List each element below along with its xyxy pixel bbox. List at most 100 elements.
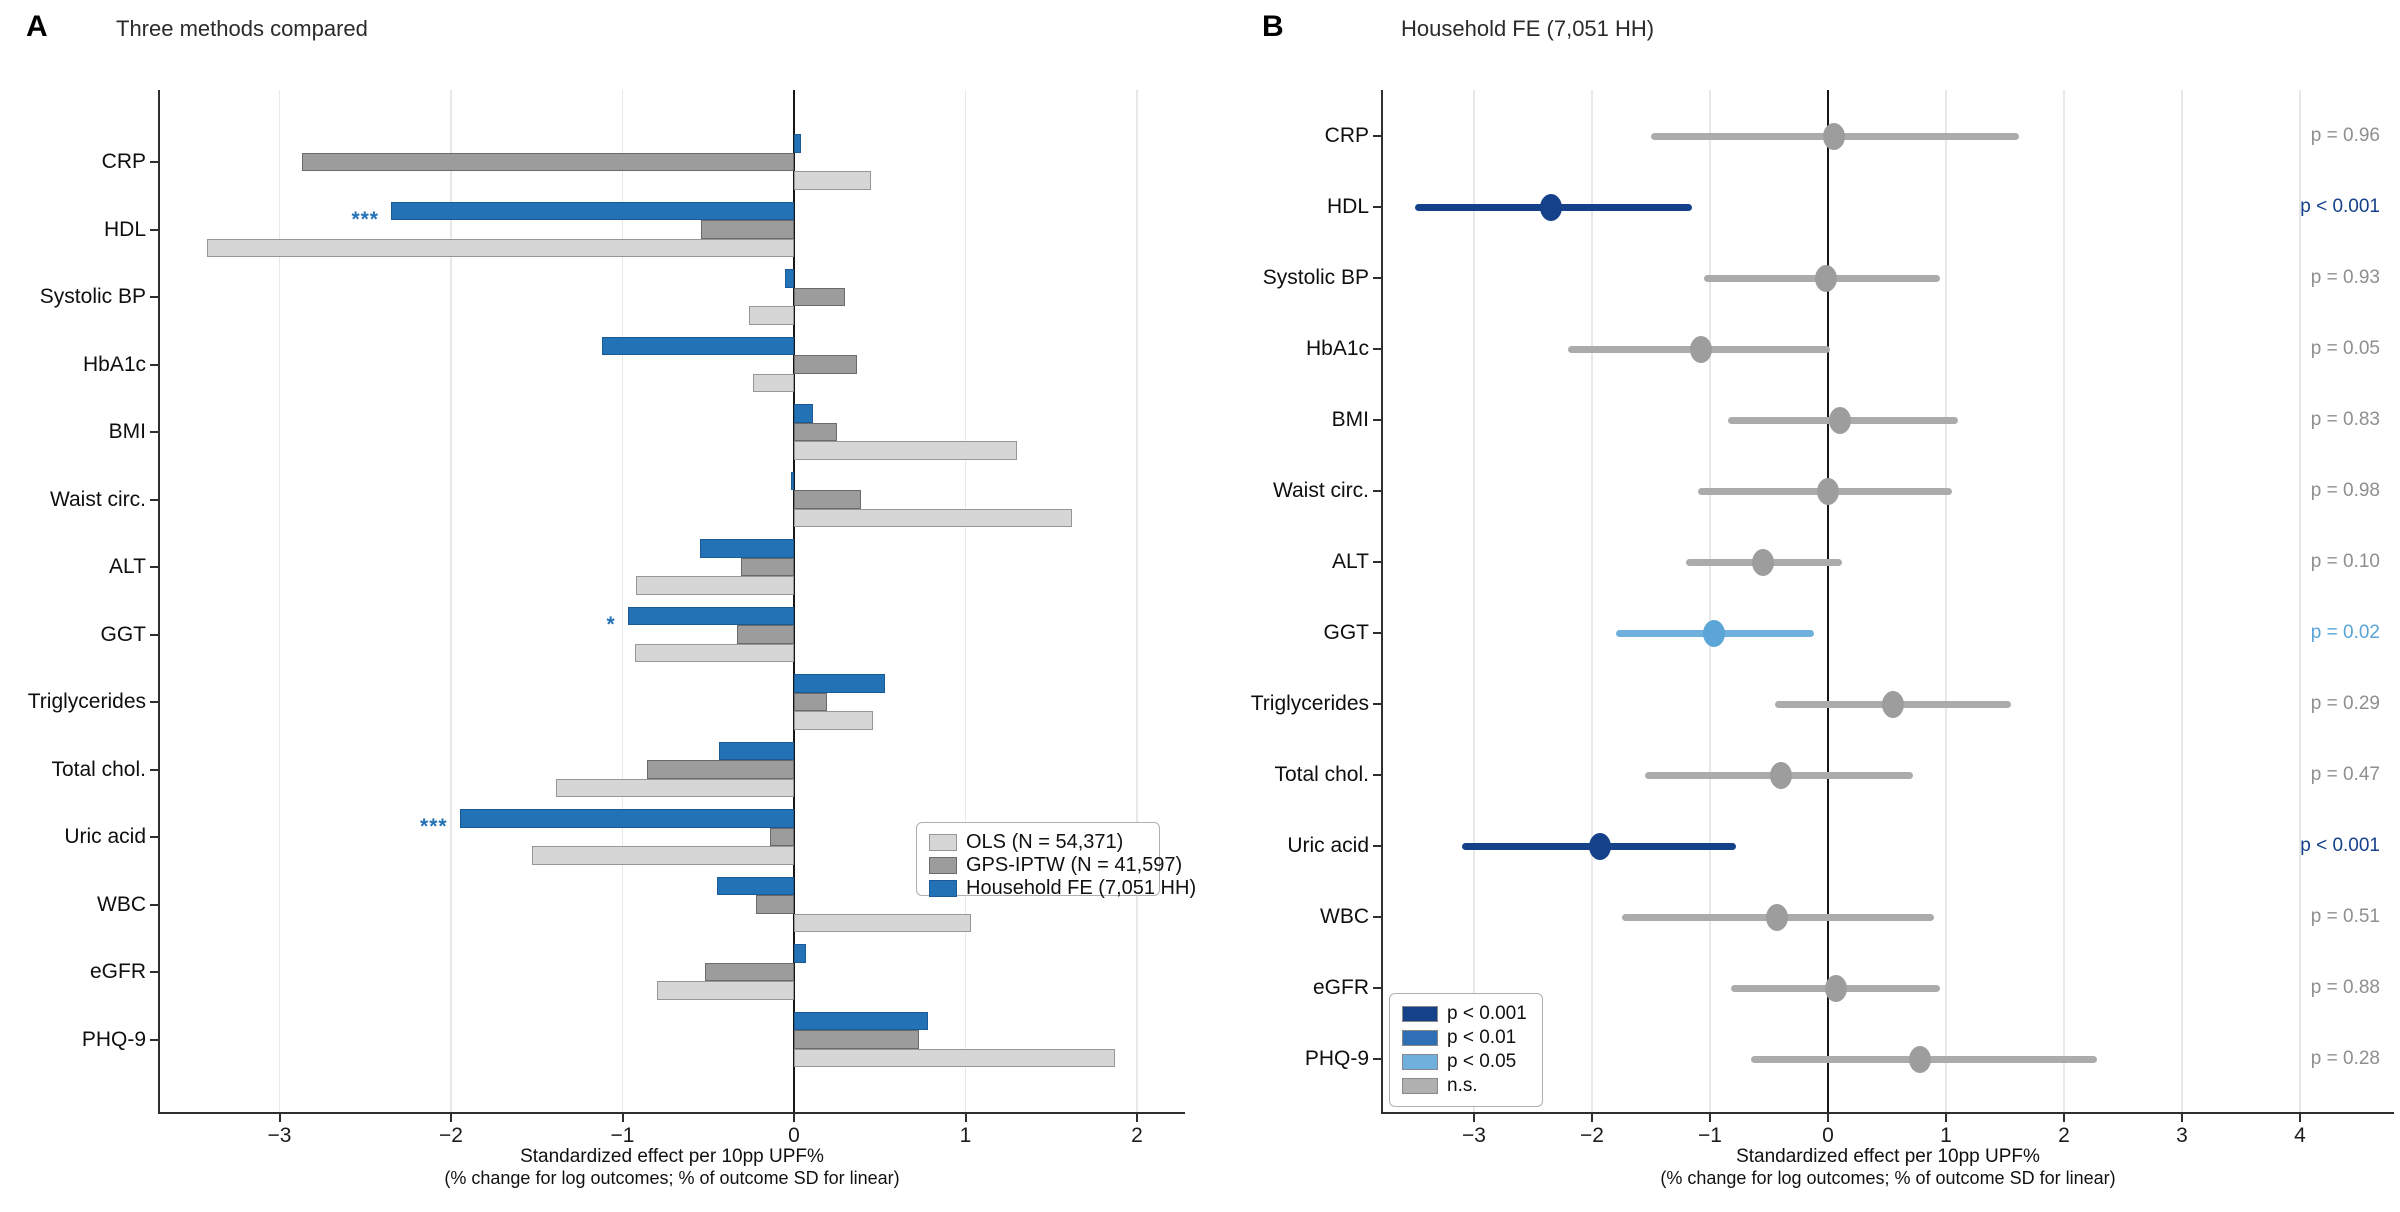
category-label: CRP	[1324, 124, 1369, 147]
x-axis-tick-label: −3	[267, 1124, 292, 1147]
bar-ols-wbc	[794, 913, 971, 933]
bar-household-total-chol-	[718, 741, 794, 761]
p-value-label: p = 0.96	[2310, 125, 2380, 146]
point-marker-hdl	[1539, 193, 1562, 221]
x-axis-tick	[793, 1114, 795, 1122]
category-label: Systolic BP	[1262, 266, 1369, 289]
significance-stars: ***	[351, 207, 379, 231]
category-label: HDL	[103, 217, 146, 241]
y-axis-spine	[1381, 90, 1383, 1114]
category-label: eGFR	[1312, 976, 1369, 999]
x-axis-tick	[621, 1114, 624, 1122]
y-axis-tick	[1373, 632, 1381, 634]
point-marker-uric-acid	[1589, 832, 1612, 860]
panel-a-xaxis-caption: Standardized effect per 10pp UPF% (% cha…	[272, 1146, 1072, 1189]
x-axis-spine	[158, 1112, 1185, 1114]
x-axis-tick	[450, 1114, 452, 1122]
point-marker-ggt	[1702, 619, 1725, 647]
category-label: ALT	[1332, 550, 1369, 573]
y-axis-tick	[150, 498, 158, 501]
grid-line	[278, 90, 281, 1112]
y-axis-tick	[150, 431, 158, 433]
bar-ols-alt	[636, 576, 794, 595]
grid-line	[621, 90, 624, 1112]
x-axis-tick-label: −2	[439, 1124, 463, 1147]
x-axis-tick	[278, 1114, 281, 1122]
bar-ols-uric-acid	[531, 846, 794, 865]
bar-gpsiptw-ggt	[737, 625, 794, 644]
x-axis-tick	[1709, 1114, 1711, 1122]
bar-household-systolic-bp	[785, 269, 794, 288]
y-axis-tick	[1373, 206, 1381, 208]
category-label: Total chol.	[51, 757, 146, 781]
p-value-label: p = 0.93	[2310, 267, 2380, 288]
y-axis-tick	[150, 161, 158, 163]
category-label: WBC	[1320, 905, 1369, 928]
category-label: Triglycerides	[1250, 692, 1369, 715]
zero-line	[1827, 90, 1829, 1112]
x-axis-spine	[1381, 1112, 2394, 1114]
bar-gpsiptw-wbc	[756, 895, 794, 914]
category-label: CRP	[101, 150, 146, 173]
p-value-label: p < 0.001	[2300, 835, 2380, 856]
bar-ols-hdl	[207, 238, 794, 258]
x-axis-tick-label: 4	[2294, 1124, 2306, 1147]
category-label: Waist circ.	[1272, 479, 1369, 502]
grid-line	[964, 90, 967, 1112]
significance-stars: ***	[420, 815, 448, 839]
category-label: BMI	[108, 420, 146, 443]
p-value-label: p = 0.88	[2310, 977, 2380, 998]
y-axis-tick	[150, 566, 158, 568]
point-marker-egfr	[1825, 974, 1848, 1002]
category-label: Total chol.	[1274, 763, 1369, 786]
x-axis-tick-label: −2	[1580, 1124, 1604, 1147]
bar-gpsiptw-systolic-bp	[794, 287, 846, 307]
point-marker-bmi	[1828, 406, 1851, 434]
point-marker-systolic-bp	[1814, 264, 1837, 292]
y-axis-tick	[1373, 774, 1381, 776]
grid-line	[1473, 90, 1475, 1112]
x-axis-tick-label: 3	[2176, 1124, 2188, 1147]
bar-gpsiptw-total-chol-	[646, 760, 794, 779]
significance-stars: *	[606, 612, 616, 636]
x-axis-tick	[2063, 1114, 2065, 1122]
y-axis-tick	[150, 971, 158, 973]
bar-household-hdl	[390, 201, 794, 221]
y-axis-tick	[1373, 348, 1381, 350]
panel-b-xaxis-caption-line1: Standardized effect per 10pp UPF%	[1736, 1146, 2040, 1167]
y-axis-tick	[150, 836, 158, 838]
x-axis-tick	[1945, 1114, 1947, 1122]
legend-swatch	[929, 880, 957, 897]
y-axis-tick	[150, 701, 158, 703]
category-label: Triglycerides	[27, 690, 146, 713]
x-axis-tick	[964, 1114, 967, 1122]
x-axis-tick	[1591, 1114, 1593, 1122]
point-marker-alt	[1752, 548, 1775, 576]
y-axis-tick	[1373, 703, 1381, 705]
y-axis-tick	[1373, 135, 1381, 137]
category-label: PHQ-9	[81, 1027, 146, 1051]
panel-a-legend: OLS (N = 54,371) GPS-IPTW (N = 41,597) Hou…	[916, 822, 1196, 899]
category-label: Systolic BP	[39, 285, 146, 308]
y-axis-tick	[150, 296, 158, 298]
bar-gpsiptw-crp	[301, 152, 794, 172]
legend-swatch	[1402, 1054, 1438, 1070]
category-label: HbA1c	[1305, 337, 1369, 360]
bar-household-triglycerides	[794, 674, 885, 693]
grid-line	[1709, 90, 1711, 1112]
bar-household-egfr	[794, 944, 806, 963]
bar-household-waist-circ-	[790, 471, 794, 491]
bar-ols-hba1c	[752, 373, 794, 393]
y-axis-tick	[150, 363, 158, 366]
bar-ols-ggt	[634, 643, 794, 663]
x-axis-tick-label: −1	[610, 1124, 635, 1147]
point-marker-hba1c	[1689, 335, 1712, 363]
bar-ols-total-chol-	[555, 778, 794, 798]
x-axis-tick-label: 0	[1822, 1124, 1834, 1147]
category-label: eGFR	[89, 960, 146, 983]
bar-ols-phq-9	[794, 1048, 1115, 1068]
point-marker-phq-9	[1909, 1045, 1932, 1073]
legend-swatch	[1402, 1030, 1438, 1046]
category-label: ALT	[109, 555, 146, 578]
y-axis-tick	[150, 633, 158, 636]
